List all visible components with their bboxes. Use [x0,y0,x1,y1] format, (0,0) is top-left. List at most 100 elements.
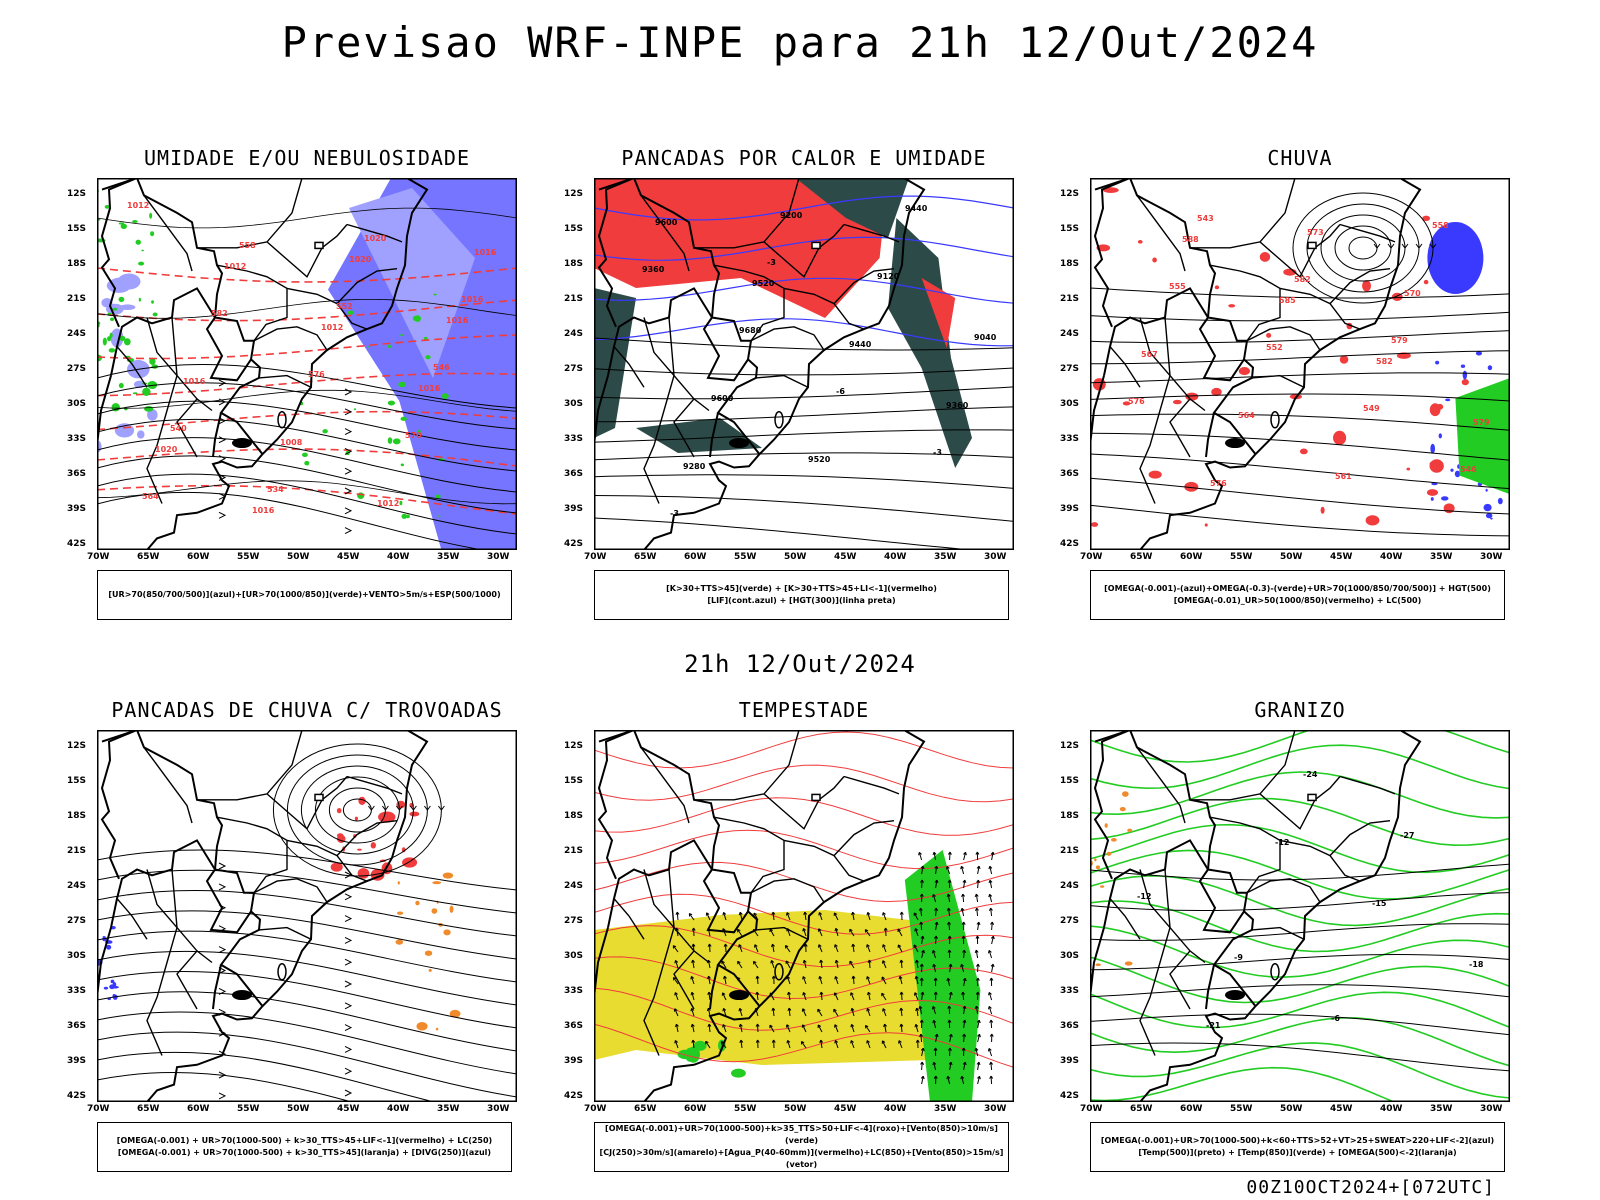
longitude-tick-label: 45W [1330,552,1353,562]
latitude-tick-label: 12S [1060,741,1080,751]
latitude-tick-label: 15S [564,224,584,234]
latitude-tick-label: 21S [564,294,584,304]
contour-label: 9120 [877,272,900,281]
latitude-tick-label: 21S [564,846,584,856]
latitude-tick-label: 27S [1060,364,1080,374]
latitude-tick-label: 33S [67,434,87,444]
contour-label: 546 [433,363,450,372]
contour-label: -21 [1206,1021,1221,1030]
contour-label: -12 [1137,892,1151,901]
longitude-tick-label: 35W [934,552,957,562]
longitude-tick-label: 40W [1380,1104,1403,1114]
contour-label: 1012 [377,499,399,508]
contour-label: 9440 [905,204,928,213]
latitude-tick-label: 24S [67,329,87,339]
latitude-tick-label: 36S [1060,469,1080,479]
latitude-tick-label: 42S [67,539,87,549]
longitude-tick-label: 70W [584,1104,607,1114]
latitude-tick-label: 30S [564,951,584,961]
latitude-tick-label: 36S [564,469,584,479]
latitude-tick-label: 36S [67,469,87,479]
contour-label: 546 [1460,465,1477,474]
contour-label: 558 [239,241,256,250]
contour-label: 9600 [711,394,734,403]
contour-label: 543 [1197,214,1214,223]
panel-caption: [OMEGA(-0.001)+UR>70(1000-500)+k>35_TTS>… [594,1122,1009,1172]
longitude-tick-label: 70W [1080,1104,1103,1114]
latitude-tick-label: 30S [564,399,584,409]
latitude-tick-label: 39S [1060,504,1080,514]
contour-label: 558 [1432,221,1449,230]
longitude-tick-label: 40W [387,1104,410,1114]
longitude-tick-label: 30W [487,552,510,562]
forecast-map [97,730,517,1102]
contour-label: 582 [211,309,228,318]
contour-label: 1016 [474,248,497,257]
contour-label: 9280 [683,462,706,471]
contour-label: 1012 [321,323,343,332]
latitude-tick-label: 27S [1060,916,1080,926]
contour-label: 1016 [418,384,441,393]
longitude-tick-label: 55W [237,1104,260,1114]
contour-label: 1020 [364,234,387,243]
latitude-tick-label: 27S [564,364,584,374]
contour-label: 582 [1294,275,1311,284]
panel-caption: [OMEGA(-0.001)+UR>70(1000-500)+k<60+TTS>… [1090,1122,1505,1172]
longitude-tick-label: 40W [884,552,907,562]
contour-label: 576 [308,370,325,379]
contour-label: 561 [1335,472,1352,481]
forecast-map: -12 -15 -18 -21 -24 -27 -12 -9 -6 [1090,730,1510,1102]
longitude-tick-label: 60W [684,1104,707,1114]
contour-label: 1016 [252,506,275,515]
latitude-tick-label: 42S [564,1091,584,1101]
latitude-tick-label: 12S [67,189,87,199]
contour-label: 579 [1473,418,1490,427]
longitude-tick-label: 35W [1430,1104,1453,1114]
panel-title: PANCADAS DE CHUVA C/ TROVOADAS [111,698,503,722]
longitude-tick-label: 60W [187,552,210,562]
longitude-tick-label: 65W [137,552,160,562]
latitude-tick-label: 24S [564,881,584,891]
contour-label: -9 [1234,953,1243,962]
contour-label: 570 [405,431,422,440]
latitude-tick-label: 39S [564,504,584,514]
longitude-tick-label: 30W [487,1104,510,1114]
contour-label: 573 [1307,228,1324,237]
latitude-tick-label: 15S [1060,224,1080,234]
contour-label: 582 [1376,357,1393,366]
longitude-tick-label: 70W [1080,552,1103,562]
longitude-tick-label: 55W [1230,1104,1253,1114]
longitude-tick-label: 35W [437,552,460,562]
contour-label: 9440 [849,340,872,349]
latitude-tick-label: 18S [67,811,87,821]
longitude-tick-label: 65W [634,552,657,562]
latitude-tick-label: 39S [67,504,87,514]
contour-label: 564 [1238,411,1255,420]
forecast-map: 588 585 582 579 576 573 570 567 564 561 558 555 552 5… [1090,178,1510,550]
contour-label: 579 [1391,336,1408,345]
latitude-tick-label: 21S [67,294,87,304]
longitude-tick-label: 55W [1230,552,1253,562]
contour-label: -24 [1303,770,1318,779]
longitude-tick-label: 70W [87,1104,110,1114]
latitude-tick-label: 33S [1060,986,1080,996]
caption-line: [Temp(500)](preto) + [Temp(850)](verde) … [1138,1148,1457,1157]
latitude-tick-label: 24S [1060,329,1080,339]
longitude-tick-label: 50W [784,552,807,562]
latitude-tick-label: 18S [564,259,584,269]
latitude-tick-label: 21S [67,846,87,856]
latitude-tick-label: 36S [564,1021,584,1031]
longitude-tick-label: 45W [337,1104,360,1114]
panel-title: GRANIZO [1254,698,1346,722]
longitude-tick-label: 60W [684,552,707,562]
main-title: Previsao WRF-INPE para 21h 12/Out/2024 [281,18,1319,67]
latitude-tick-label: 33S [67,986,87,996]
caption-line: [OMEGA(-0.01)_UR>50(1000/850)(vermelho) … [1173,596,1422,605]
contour-label: -12 [1275,838,1289,847]
longitude-tick-label: 65W [634,1104,657,1114]
contour-label: 1012 [224,262,246,271]
contour-label: -3 [670,509,679,518]
latitude-tick-label: 27S [564,916,584,926]
latitude-tick-label: 30S [1060,399,1080,409]
longitude-tick-label: 60W [187,1104,210,1114]
